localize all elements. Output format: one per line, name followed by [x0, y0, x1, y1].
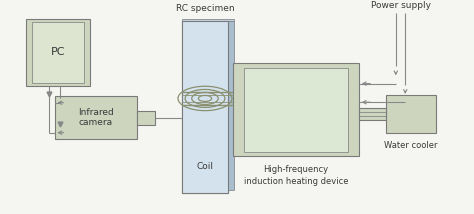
Bar	[228, 21, 234, 190]
Bar	[244, 68, 348, 152]
Bar	[182, 19, 234, 21]
Text: Coil: Coil	[197, 162, 213, 171]
Text: Water cooler: Water cooler	[384, 141, 438, 150]
Bar	[182, 21, 228, 193]
Bar	[359, 108, 386, 120]
Text: induction heating device: induction heating device	[244, 177, 348, 186]
Bar	[386, 95, 436, 133]
Bar	[55, 96, 137, 139]
Bar	[26, 19, 90, 86]
Text: RC specimen: RC specimen	[176, 4, 234, 13]
Text: Infrared
camera: Infrared camera	[78, 108, 114, 127]
Text: Power supply: Power supply	[371, 1, 430, 10]
Bar	[233, 63, 359, 156]
Text: High-frequency: High-frequency	[264, 165, 328, 174]
Text: PC: PC	[51, 48, 65, 57]
Bar	[137, 111, 155, 125]
Bar	[32, 22, 84, 83]
Bar	[182, 21, 228, 193]
